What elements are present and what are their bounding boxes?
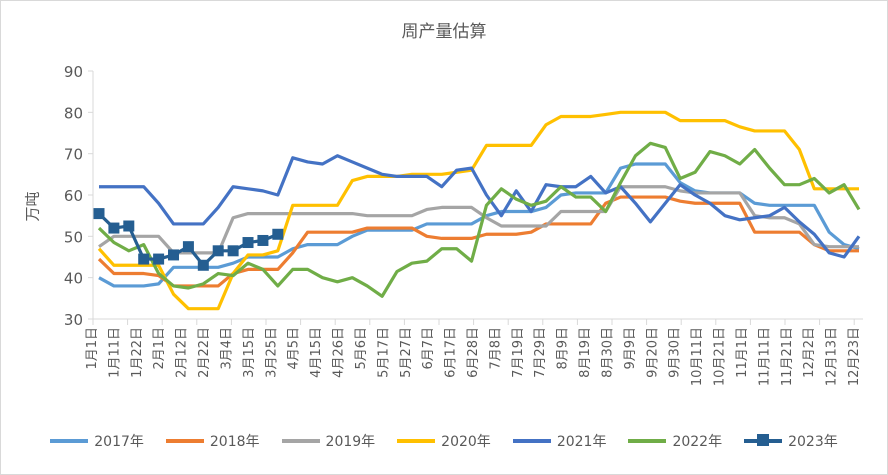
legend-label: 2020年: [441, 434, 491, 450]
x-tick-label: 5月17日: [376, 327, 391, 378]
data-point-marker: [257, 234, 269, 246]
data-point-marker: [108, 222, 120, 234]
x-tick-label: 2月22日: [197, 327, 212, 378]
y-tick-label: 40: [64, 270, 83, 288]
x-tick-label: 7月8日: [488, 327, 503, 370]
y-tick-label: 50: [64, 228, 83, 246]
data-point-marker: [227, 245, 239, 257]
legend-marker: [757, 434, 770, 446]
x-tick-label: 1月1日: [85, 327, 100, 370]
legend-swatch: [165, 439, 204, 443]
legend-item: 2022年: [628, 431, 722, 451]
x-tick-label: 5月27日: [399, 327, 414, 378]
chart-title: 周产量估算: [401, 22, 487, 42]
data-point-marker: [93, 208, 105, 220]
data-point-marker: [242, 237, 254, 249]
x-tick-label: 12月13日: [825, 327, 840, 386]
legend-label: 2023年: [788, 434, 838, 450]
y-tick-label: 80: [64, 104, 83, 122]
x-tick-label: 7月19日: [511, 327, 526, 378]
x-tick-label: 6月7日: [421, 327, 436, 370]
x-tick-label: 12月2日: [802, 327, 817, 378]
x-tick-label: 9月30日: [668, 327, 683, 378]
x-tick-label: 9月9日: [623, 327, 638, 370]
legend-swatch: [281, 439, 320, 443]
legend-item: 2021年: [512, 431, 607, 451]
data-point-marker: [153, 253, 165, 265]
data-point-marker: [168, 249, 180, 261]
x-tick-label: 6月28日: [466, 327, 481, 378]
data-point-marker: [138, 253, 150, 265]
legend-item: 2017年: [50, 431, 144, 451]
legend-item: 2018年: [165, 431, 260, 451]
legend-label: 2018年: [209, 434, 260, 450]
x-tick-label: 2月1日: [152, 327, 167, 370]
data-point-marker: [197, 259, 209, 271]
y-tick-label: 30: [64, 311, 83, 329]
x-tick-label: 11月21日: [780, 327, 795, 386]
x-tick-label: 8月9日: [556, 327, 571, 370]
series-line-2018年: [97, 195, 859, 288]
x-tick-label: 2月12日: [175, 327, 190, 378]
series-line-2021年: [99, 154, 861, 259]
legend-swatch: [50, 439, 89, 443]
legend-label: 2019年: [325, 434, 376, 450]
legend-swatch: [744, 434, 783, 446]
x-tick-label: 11月1日: [735, 327, 750, 378]
x-tick-label: 5月6日: [354, 327, 369, 370]
legend-item: 2019年: [281, 431, 376, 451]
series-line-2020年: [97, 110, 859, 311]
data-point-marker: [272, 228, 284, 240]
x-tick-label: 6月17日: [444, 327, 459, 378]
series-line-2022年: [97, 141, 861, 298]
x-tick-label: 9月20日: [645, 327, 660, 378]
data-point-marker: [182, 241, 194, 253]
data-point-marker: [123, 220, 135, 232]
series-line-2019年: [98, 185, 859, 255]
x-tick-label: 12月23日: [847, 327, 862, 386]
legend-swatch: [628, 439, 667, 443]
x-tick-label: 8月30日: [600, 327, 615, 378]
legend-label: 2022年: [672, 434, 723, 450]
y-tick-label: 70: [64, 146, 83, 164]
x-tick-label: 3月15日: [242, 327, 257, 378]
legend-swatch: [512, 439, 551, 443]
x-tick-label: 10月11日: [690, 327, 705, 386]
x-tick-label: 3月25日: [264, 327, 279, 378]
x-tick-label: 11月11日: [757, 327, 772, 386]
x-tick-label: 4月26日: [332, 327, 347, 378]
x-tick-label: 4月15日: [309, 327, 324, 378]
legend-swatch: [397, 439, 436, 443]
y-tick-label: 90: [64, 63, 83, 81]
legend-item: 2023年: [744, 431, 838, 451]
y-tick-label: 60: [64, 187, 83, 205]
x-tick-label: 7月29日: [533, 327, 548, 378]
legend: 2017年 2018年 2019年 2020年 2021年 2022年 2023年: [1, 431, 887, 451]
data-point-marker: [212, 245, 224, 257]
x-tick-label: 8月19日: [578, 327, 593, 378]
legend-label: 2021年: [556, 434, 607, 450]
legend-item: 2020年: [397, 431, 491, 451]
x-tick-label: 1月22日: [130, 327, 145, 378]
x-tick-label: 3月4日: [219, 327, 234, 370]
x-tick-label: 10月21日: [713, 327, 728, 386]
x-tick-label: 1月11日: [107, 327, 122, 378]
x-tick-label: 4月5日: [287, 327, 302, 370]
legend-label: 2017年: [94, 434, 144, 450]
